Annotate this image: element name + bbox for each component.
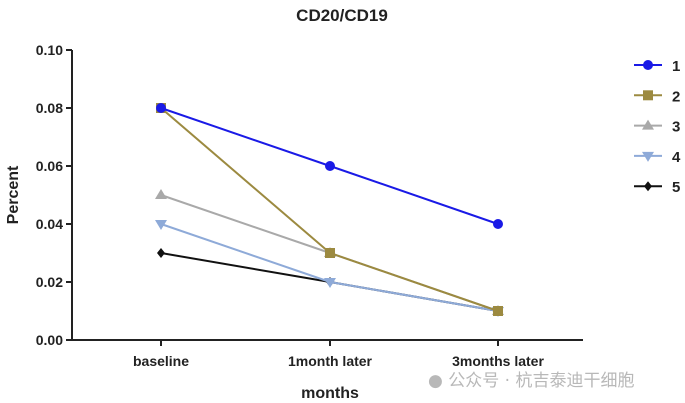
data-point-3 (155, 189, 167, 199)
data-point-5 (157, 248, 165, 258)
x-tick-label: baseline (133, 353, 189, 369)
y-tick-label: 0.00 (36, 332, 63, 348)
legend-label: 1 (672, 58, 680, 75)
y-tick-label: 0.02 (36, 274, 63, 290)
legend-marker-2 (643, 90, 653, 101)
x-tick-label: 3months later (452, 353, 544, 369)
legend-label: 3 (672, 119, 680, 136)
legend-label: 5 (672, 179, 680, 196)
data-point-4 (324, 278, 336, 288)
chart-title: CD20/CD19 (296, 6, 388, 25)
legend-marker-3 (642, 119, 654, 130)
data-point-2 (325, 248, 335, 258)
watermark: ● 公众号 · 杭吉泰迪干细胞 (428, 371, 635, 391)
data-point-4 (155, 220, 167, 230)
data-point-1 (493, 219, 503, 229)
series-line-4 (160, 223, 499, 312)
data-point-1 (325, 161, 335, 171)
y-tick-label: 0.06 (36, 158, 63, 174)
legend-marker-1 (643, 60, 653, 70)
x-tick-label: 1month later (288, 353, 373, 369)
y-tick-label: 0.10 (36, 42, 63, 58)
y-axis-label: Percent (5, 165, 22, 224)
wechat-icon: ● (428, 371, 443, 391)
data-point-2 (493, 306, 503, 316)
legend-marker-5 (644, 181, 652, 192)
legend-label: 2 (672, 88, 680, 105)
y-tick-label: 0.04 (36, 216, 63, 232)
data-point-1 (156, 103, 166, 113)
legend-marker-4 (642, 151, 654, 162)
legend-label: 4 (672, 149, 681, 166)
x-axis-label: months (301, 385, 359, 402)
y-tick-label: 0.08 (36, 100, 63, 116)
